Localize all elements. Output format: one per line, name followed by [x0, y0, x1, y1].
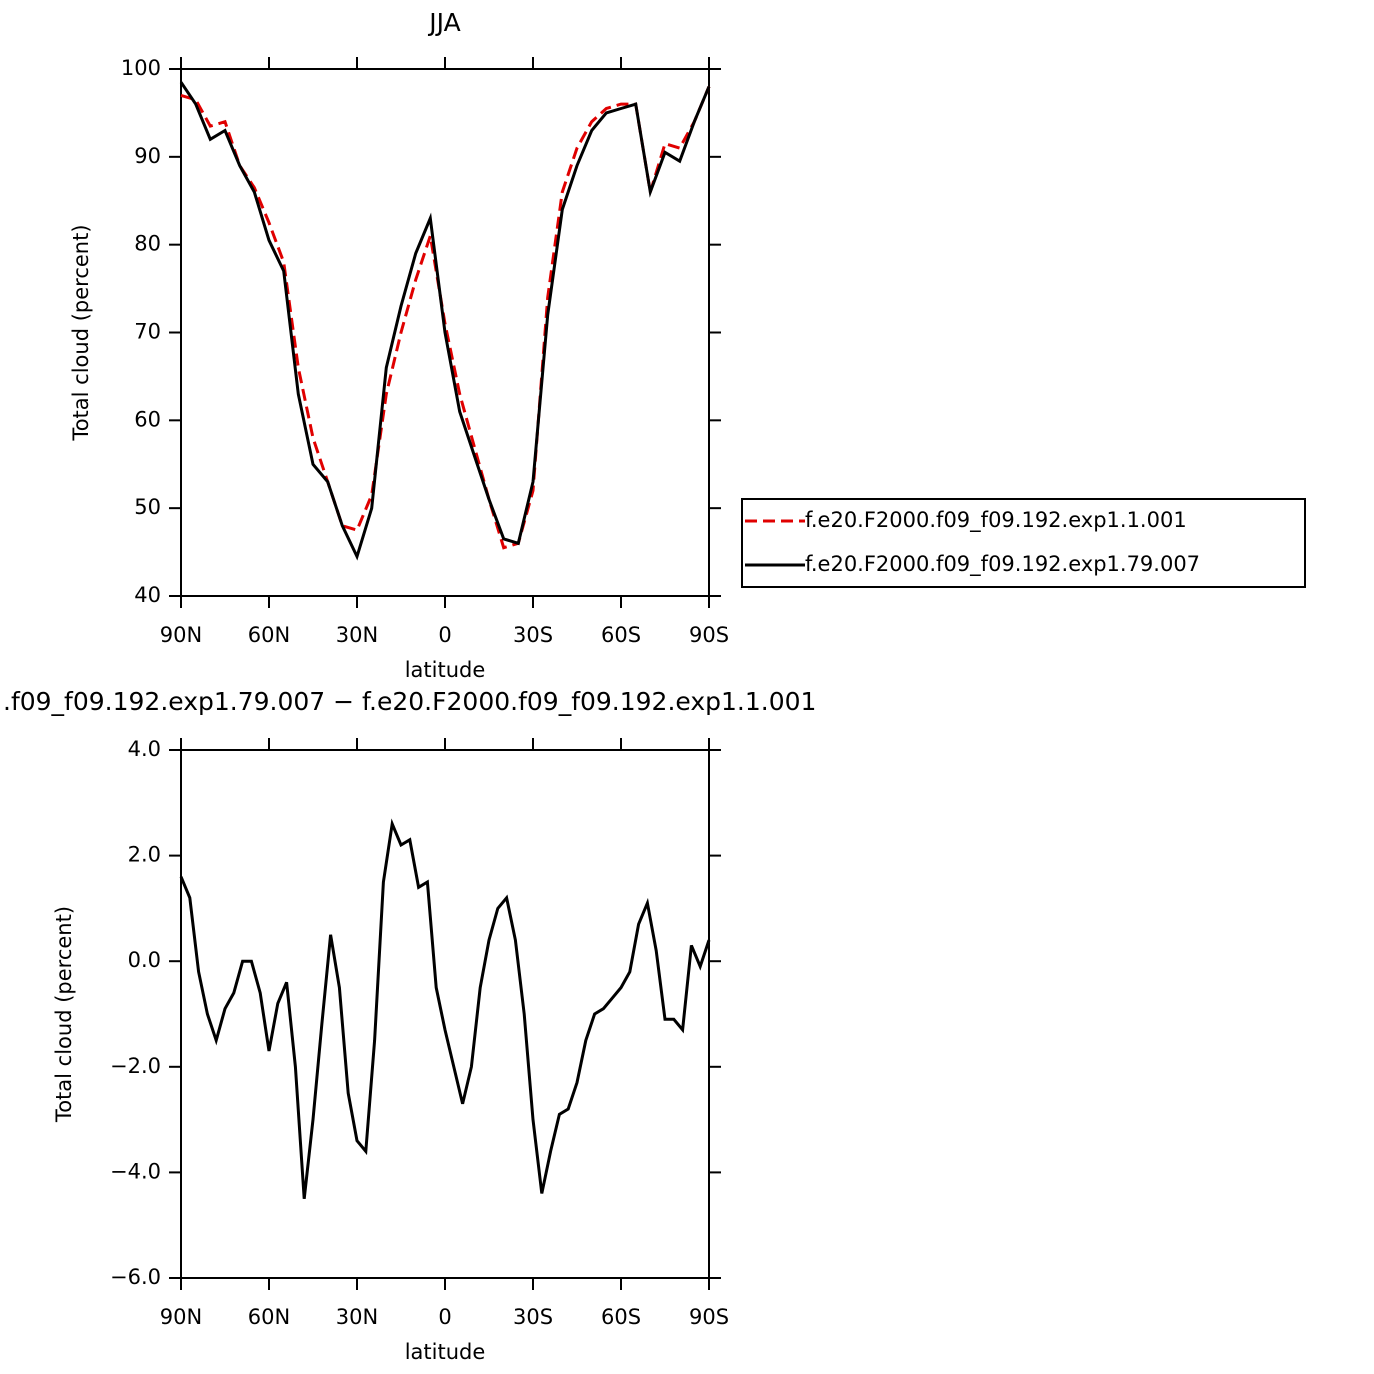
x-tick-label: 30N	[336, 1305, 378, 1329]
x-tick-label: 90S	[689, 623, 729, 647]
chart-title: JJA	[427, 8, 460, 37]
y-tick-label: −4.0	[110, 1159, 161, 1183]
x-axis-label: latitude	[405, 1340, 486, 1364]
x-tick-label: 0	[438, 623, 451, 647]
y-axis-label: Total cloud (percent)	[52, 906, 76, 1123]
y-tick-label: 40	[134, 583, 161, 607]
x-axis-label: latitude	[405, 658, 486, 682]
y-tick-label: 0.0	[128, 948, 161, 972]
data-line	[180, 86, 711, 550]
x-tick-label: 0	[438, 1305, 451, 1329]
data-line	[179, 81, 711, 561]
x-tick-label: 60N	[248, 1305, 290, 1329]
plot-frame	[180, 749, 710, 1279]
legend-label: f.e20.F2000.f09_f09.192.exp1.79.007	[805, 552, 1200, 577]
legend-label: f.e20.F2000.f09_f09.192.exp1.1.001	[805, 508, 1187, 533]
x-tick-label: 90S	[689, 1305, 729, 1329]
x-tick-label: 60S	[601, 623, 641, 647]
x-tick-label: 30S	[513, 623, 553, 647]
y-tick-label: 60	[134, 407, 161, 431]
chart-title: .f09_f09.192.exp1.79.007 − f.e20.F2000.f…	[3, 687, 816, 716]
legend-box	[741, 498, 1306, 588]
y-tick-label: 50	[134, 495, 161, 519]
y-tick-label: 70	[134, 320, 161, 344]
data-line	[179, 818, 711, 1199]
x-tick-label: 60S	[601, 1305, 641, 1329]
y-tick-label: −6.0	[110, 1265, 161, 1289]
x-tick-label: 30S	[513, 1305, 553, 1329]
y-tick-label: −2.0	[110, 1054, 161, 1078]
x-tick-label: 30N	[336, 623, 378, 647]
y-tick-label: 90	[134, 144, 161, 168]
x-tick-label: 90N	[160, 1305, 202, 1329]
y-axis-label: Total cloud (percent)	[69, 224, 93, 441]
y-tick-label: 2.0	[128, 843, 161, 867]
y-tick-label: 4.0	[128, 737, 161, 761]
x-tick-label: 90N	[160, 623, 202, 647]
y-tick-label: 100	[121, 56, 161, 80]
y-tick-label: 80	[134, 232, 161, 256]
x-tick-label: 60N	[248, 623, 290, 647]
